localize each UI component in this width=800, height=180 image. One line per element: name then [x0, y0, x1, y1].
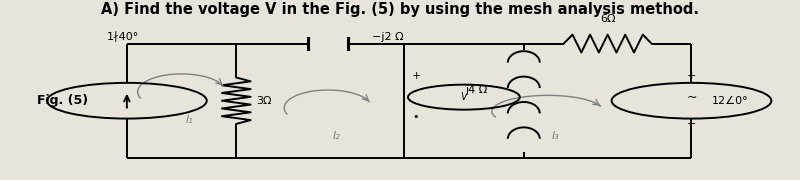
Text: V: V: [461, 92, 467, 102]
Text: 6Ω: 6Ω: [600, 14, 615, 24]
Text: A) Find the voltage V in the Fig. (5) by using the mesh analysis method.: A) Find the voltage V in the Fig. (5) by…: [101, 3, 699, 17]
Text: +: +: [687, 71, 696, 81]
Text: Fig. (5): Fig. (5): [37, 94, 88, 107]
Text: 12∠0°: 12∠0°: [711, 96, 748, 106]
Text: •: •: [413, 112, 419, 122]
Text: 3Ω: 3Ω: [256, 96, 272, 106]
Text: ~: ~: [686, 91, 697, 104]
Text: I₂: I₂: [332, 131, 340, 141]
Text: I₁: I₁: [186, 115, 194, 125]
Text: 1∤40°: 1∤40°: [106, 31, 139, 42]
Text: −: −: [687, 119, 696, 129]
Text: +: +: [411, 71, 421, 81]
Text: j4 Ω: j4 Ω: [466, 85, 488, 95]
Text: −j2 Ω: −j2 Ω: [372, 32, 404, 42]
Text: I₃: I₃: [552, 131, 560, 141]
